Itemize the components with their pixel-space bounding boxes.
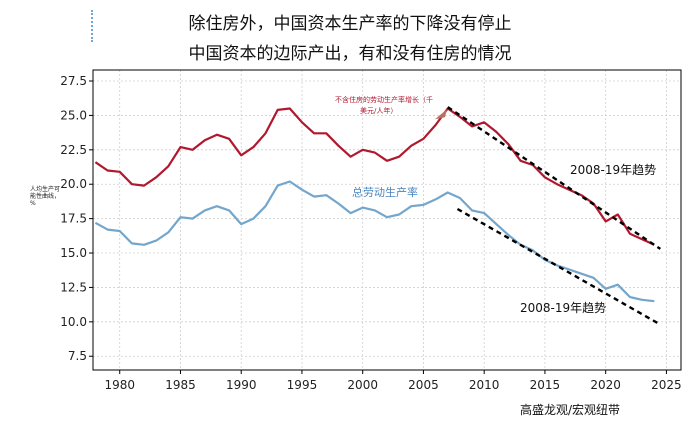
trend-label-lower: 2008-19年趋势 [520,301,606,315]
x-tick-label: 1980 [104,378,135,392]
plot-frame [92,69,682,371]
x-tick-label: 1985 [165,378,196,392]
blue-series-label: 总劳动生产率 [352,185,418,199]
x-tick-label: 1990 [226,378,257,392]
red-series-label: 不含住房的劳动生产率增长（千 [335,95,433,104]
chart-subtitle: 中国资本的边际产出，有和没有住房的情况 [188,44,512,64]
grid [93,70,681,370]
trend-lines [447,106,662,326]
x-tick-label: 2010 [469,378,500,392]
x-tick-label: 1995 [287,378,318,392]
y-tick-label: 25.0 [60,108,87,122]
y-tick-label: 22.5 [60,143,87,157]
x-axis: 1980 1985 1990 1995 2000 2005 2010 2015 2020 2025 [104,370,682,392]
trend-line [456,207,661,326]
y-axis-label: 人均生产可能性曲线，% [30,186,61,207]
x-tick-label: 2025 [651,378,682,392]
y-tick-label: 10.0 [60,315,87,329]
x-tick-label: 2015 [530,378,561,392]
red-series-label-cont: 美元/人年） [360,106,397,115]
decorative-marks [91,10,96,42]
series-line-red [94,107,655,246]
y-tick-label: 7.5 [68,349,87,363]
y-tick-label: 17.5 [60,212,87,226]
series-line-blue [94,180,655,303]
y-tick-label: 15.0 [60,246,87,260]
y-tick-label: 12.5 [60,280,87,294]
annotation-arrow [434,109,447,120]
y-tick-label: 20.0 [60,177,87,191]
y-tick-label: 27.5 [60,74,87,88]
annotations: 不含住房的劳动生产率增长（千 美元/人年） 总劳动生产率 2008-19年趋势 … [335,95,656,315]
trend-label-upper: 2008-19年趋势 [570,163,656,177]
x-tick-label: 2005 [408,378,439,392]
source-note: 高盛龙观/宏观纽带 [520,403,621,417]
y-axis: 7.5 10.0 12.5 15.0 17.5 20.0 22.5 25.0 27.5 [60,74,93,363]
x-tick-label: 2000 [347,378,378,392]
chart-title: 除住房外，中国资本生产率的下降没有停止 [188,14,512,34]
x-tick-label: 2020 [590,378,621,392]
trend-line [447,106,662,250]
